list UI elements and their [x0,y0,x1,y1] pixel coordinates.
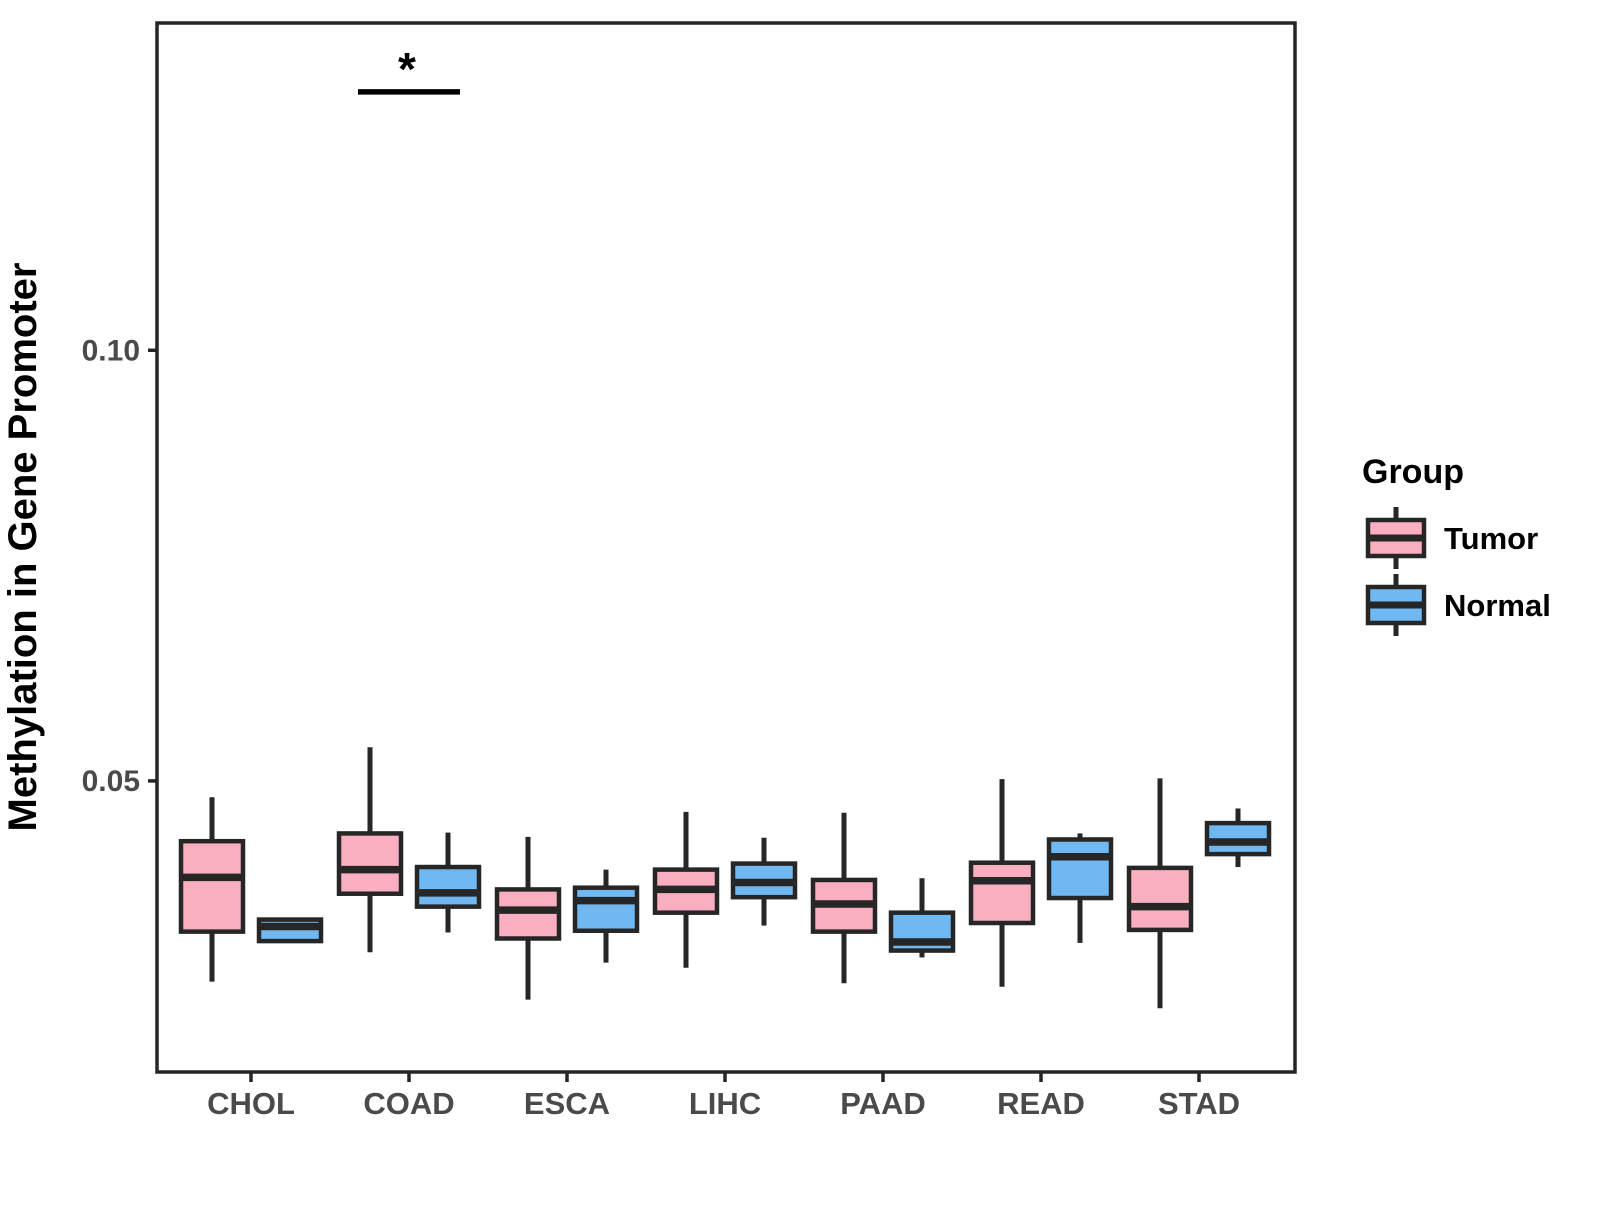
x-tick-label-lihc: LIHC [689,1086,761,1121]
legend-label-tumor: Tumor [1444,521,1538,556]
legend-key-normal: Normal [1365,574,1551,636]
boxplot-chol-tumor-box [178,838,246,934]
x-tick-label-paad: PAAD [840,1086,926,1121]
x-tick-label-esca: ESCA [524,1086,610,1121]
x-tick-label-read: READ [997,1086,1085,1121]
y-axis: 0.05 0.10 [82,334,157,798]
boxplot-esca-tumor-box [494,887,562,941]
significance-star: * [398,43,416,95]
boxplot-read-tumor-box [968,860,1036,926]
x-tick-label-coad: COAD [363,1086,454,1121]
boxplot-coad-normal-box [414,864,482,909]
boxplot-series [178,747,1272,1009]
boxplot-esca-normal-box [572,885,640,934]
boxplot-coad-tumor-box [336,831,404,896]
legend-label-normal: Normal [1444,588,1551,623]
legend: Group Tumor Normal [1362,453,1551,636]
boxplot-stad-tumor-box [1126,865,1194,933]
legend-title: Group [1362,453,1464,491]
plot-panel-border [155,21,1297,1074]
significance-annotations: * [358,43,460,95]
x-tick-label-stad: STAD [1158,1086,1240,1121]
boxplot-read-normal-box [1046,837,1114,901]
y-axis-title: Methylation in Gene Promoter [1,263,45,832]
y-tick-label: 0.05 [82,765,140,798]
legend-key-tumor: Tumor [1365,507,1538,569]
y-tick-label: 0.10 [82,334,140,367]
legend-keys: Tumor Normal [1365,507,1551,636]
x-tick-label-chol: CHOL [207,1086,295,1121]
x-axis: CHOL COAD ESCA LIHC PAAD READ STAD [207,1072,1240,1121]
